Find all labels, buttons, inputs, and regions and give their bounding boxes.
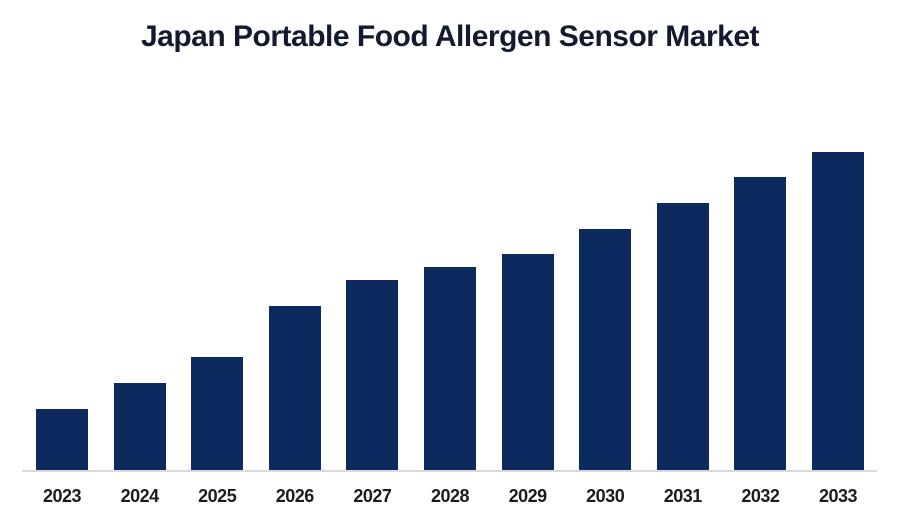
x-tick-label-2023: 2023 (42, 486, 82, 506)
bar-2031 (656, 203, 709, 471)
bar-2027 (346, 280, 399, 471)
bar-2028 (424, 267, 476, 471)
plot-area (0, 140, 900, 471)
bar-2025 (191, 357, 244, 471)
x-axis-line (22, 470, 877, 472)
x-tick-label-2025: 2025 (198, 486, 237, 506)
x-tick-label-2033: 2033 (818, 486, 858, 506)
x-tick-label-2030: 2030 (586, 486, 625, 506)
bar-2026 (268, 306, 321, 471)
x-tick-label-2027: 2027 (353, 486, 392, 506)
bar-2029 (501, 254, 554, 471)
x-tick-label-2028: 2028 (430, 486, 470, 506)
bar-2023 (36, 409, 88, 471)
bar-2024 (113, 383, 166, 471)
x-tick-label-2026: 2026 (275, 486, 315, 506)
x-axis-labels: 2023 2024 2025 2026 2027 2028 2029 2030 2031 2032… (0, 486, 900, 508)
x-tick-label-2031: 2031 (663, 486, 703, 506)
x-tick-label-2029: 2029 (508, 486, 548, 506)
chart-title: Japan Portable Food Allergen Sensor Mark… (140, 20, 760, 53)
x-tick-label-2024: 2024 (120, 486, 160, 506)
x-tick-label-2032: 2032 (741, 486, 780, 506)
bar-2030 (579, 229, 632, 471)
bar-2033 (812, 152, 864, 471)
bar-2032 (734, 177, 787, 471)
